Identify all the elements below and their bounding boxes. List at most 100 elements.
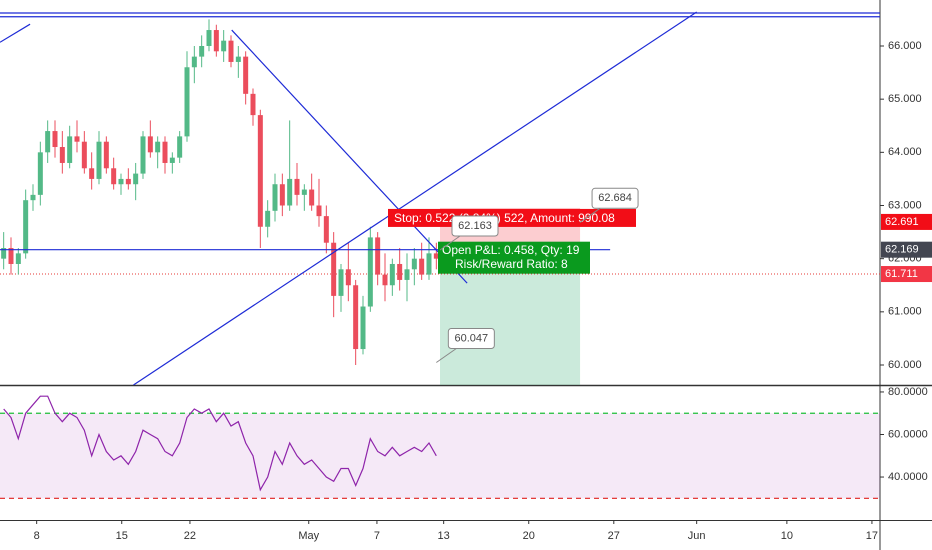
- ratio-label: Risk/Reward Ratio: 8: [455, 257, 568, 271]
- price-label: 62.691: [885, 216, 919, 228]
- candle-body: [331, 242, 337, 296]
- callout-label: 62.684: [598, 192, 632, 204]
- candle-body: [111, 168, 117, 185]
- stop-label: Stop: 0.522 (0.84%) 522, Amount: 990.08: [394, 211, 615, 225]
- price-label: 61.711: [885, 268, 918, 280]
- pnl-label-box: [438, 241, 590, 274]
- x-tick-label: May: [298, 530, 319, 542]
- trend-line: [231, 29, 468, 284]
- x-tick-label: Jun: [688, 530, 706, 542]
- candle-body: [287, 178, 293, 206]
- callout-box: [591, 187, 639, 209]
- price-label: 62.169: [885, 244, 919, 256]
- candle-body: [59, 147, 65, 163]
- candle-body: [118, 178, 124, 185]
- candle-body: [228, 40, 234, 62]
- candle-body: [235, 56, 241, 62]
- rsi-y-tick-label: 80.0000: [888, 386, 928, 398]
- y-tick-label: 60.000: [888, 359, 922, 371]
- candle-body: [419, 258, 425, 275]
- x-tick-label: 15: [116, 530, 128, 542]
- rsi-line: [3, 395, 437, 492]
- callout-box: [447, 328, 495, 350]
- candle-body: [323, 216, 329, 243]
- candle-body: [272, 184, 278, 211]
- price-label-box: [881, 213, 932, 230]
- callout-label: 60.047: [455, 332, 489, 344]
- candle-body: [353, 285, 359, 350]
- candle-body: [155, 141, 161, 153]
- candle-body: [243, 56, 249, 94]
- callout-pointer: [439, 235, 461, 251]
- candle-body: [367, 237, 373, 307]
- x-tick-label: 7: [374, 530, 380, 542]
- candle-body: [309, 189, 315, 206]
- candle-body: [133, 173, 139, 185]
- candle-body: [184, 67, 190, 137]
- y-tick-label: 63.000: [888, 199, 922, 211]
- trend-line: [133, 11, 697, 385]
- candle-body: [89, 168, 95, 179]
- candle-body: [199, 45, 205, 57]
- candle-body: [221, 40, 227, 52]
- candle-body: [81, 141, 87, 169]
- callout-label: 62.163: [458, 220, 492, 232]
- candle-body: [382, 274, 388, 286]
- candle-body: [433, 253, 439, 259]
- x-tick-label: 27: [608, 530, 620, 542]
- x-tick-label: 10: [781, 530, 793, 542]
- candle-body: [125, 178, 131, 185]
- rsi-band: [0, 413, 880, 499]
- x-tick-label: 22: [184, 530, 196, 542]
- candle-body: [67, 136, 73, 163]
- candle-body: [8, 248, 14, 264]
- candle-body: [265, 210, 271, 227]
- candle-body: [140, 136, 146, 174]
- price-label-box: [881, 241, 932, 258]
- candle-body: [316, 205, 322, 217]
- rsi-pane: [0, 395, 880, 499]
- candle-body: [426, 253, 432, 275]
- candle-body: [338, 269, 344, 296]
- candle-body: [30, 194, 36, 201]
- candle-body: [23, 200, 29, 254]
- x-tick-label: 20: [523, 530, 535, 542]
- candle-body: [301, 189, 307, 195]
- trend-line: [0, 23, 31, 43]
- x-tick-label: 17: [866, 530, 878, 542]
- candle-body: [279, 184, 285, 206]
- candle-body: [191, 56, 197, 68]
- y-tick-label: 66.000: [888, 40, 922, 52]
- candle-body: [345, 269, 351, 286]
- candle-body: [411, 258, 417, 270]
- candle-body: [375, 237, 381, 275]
- candle-body: [250, 93, 256, 116]
- y-tick-label: 64.000: [888, 146, 922, 158]
- candle-body: [206, 30, 212, 46]
- y-tick-label: 65.000: [888, 93, 922, 105]
- candle-body: [389, 263, 395, 286]
- candle-body: [37, 152, 43, 195]
- candle-body: [257, 115, 263, 227]
- x-tick-label: 13: [438, 530, 450, 542]
- candle-body: [52, 131, 58, 148]
- rsi-y-tick-label: 60.0000: [888, 428, 928, 440]
- callout-box: [451, 215, 499, 237]
- x-tick-label: 8: [34, 530, 40, 542]
- candle-body: [1, 248, 7, 259]
- callout-pointer: [579, 207, 601, 223]
- candle-body: [103, 141, 109, 169]
- pnl-label: Open P&L: 0.458, Qty: 19: [442, 243, 580, 257]
- candle-body: [45, 131, 51, 153]
- rsi-y-tick-label: 40.0000: [888, 471, 928, 483]
- y-tick-label: 61.000: [888, 306, 922, 318]
- candle-body: [294, 178, 300, 195]
- candle-body: [177, 136, 183, 158]
- candle-body: [213, 30, 219, 52]
- candle-body: [74, 136, 80, 142]
- candle-body: [169, 157, 175, 163]
- stop-label-box: [388, 208, 636, 227]
- candle-body: [96, 141, 102, 179]
